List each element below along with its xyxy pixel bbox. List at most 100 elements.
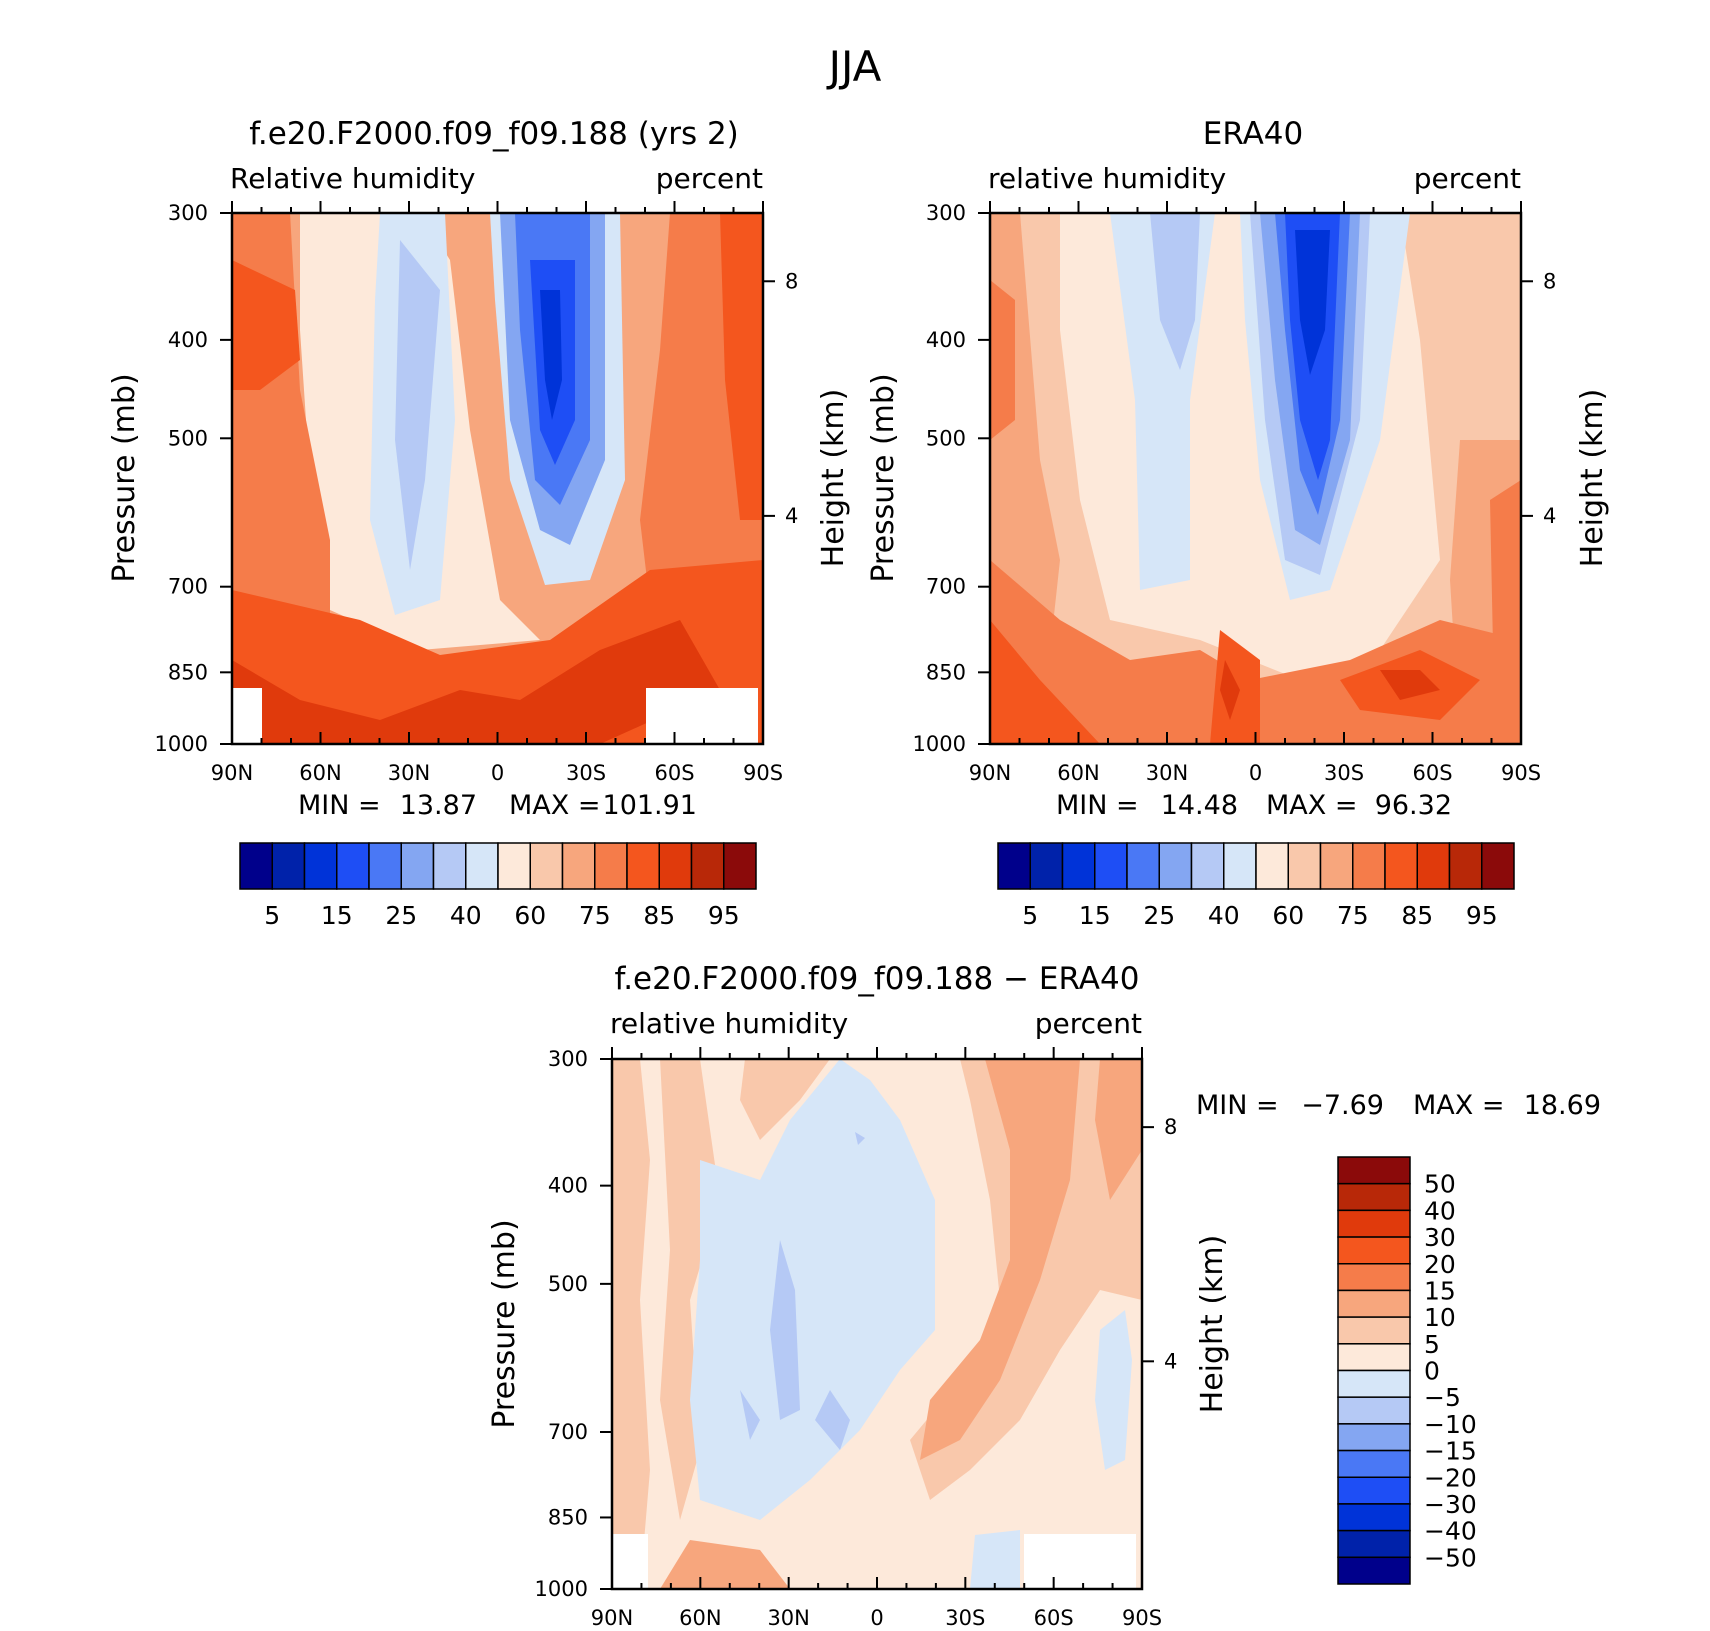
colorbar-swatch [723, 842, 757, 890]
contour-model-sh-red-2 [720, 213, 763, 520]
panel-diff: f.e20.F2000.f09_f09.188 − ERA40 relative… [487, 961, 1601, 1630]
contour-diff-pos-low [660, 1540, 790, 1589]
colorbar-swatch [1337, 1556, 1411, 1585]
colorbar-label: 5 [264, 901, 280, 930]
panel-diff-max-value: 18.69 [1524, 1090, 1601, 1121]
colorbar-swatch [400, 842, 435, 890]
panel-model-colorbar: 5 15 25 40 60 75 85 95 [239, 842, 757, 930]
x-tick-label: 30S [566, 761, 606, 785]
contour-diff-pos-upper [740, 1059, 830, 1140]
colorbar-swatch [1337, 1156, 1411, 1185]
contour-diff-pos-nh [612, 1059, 650, 1589]
colorbar-swatch [465, 842, 499, 890]
panel-diff-axes: 90N 60N 30N 0 30S 60S 90S 300 400 500 700 850 1000 8 4 [535, 1047, 1177, 1630]
x-tick-label: 90N [211, 761, 253, 785]
x-tick-label: 60S [654, 761, 694, 785]
x-tick-label: 30S [945, 1606, 985, 1630]
colorbar-label: 30 [1424, 1223, 1456, 1252]
panel-obs-max-label: MAX = [1266, 790, 1357, 821]
x-tick-label: 60S [1412, 761, 1452, 785]
colorbar-label: 20 [1424, 1250, 1456, 1279]
colorbar-label: 15 [1424, 1276, 1456, 1305]
contour-diff-pos-sh-2 [920, 1059, 1080, 1460]
panel-model: f.e20.F2000.f09_f09.188 (yrs 2) Relative… [107, 116, 851, 930]
colorbar-label: 95 [1466, 901, 1498, 930]
contour-obs-nh-red-2 [990, 280, 1015, 440]
colorbar-swatch [626, 842, 660, 890]
y2-tick-label: 8 [1543, 269, 1556, 293]
colorbar-swatch [1061, 842, 1096, 890]
colorbar-swatch [1448, 842, 1483, 890]
colorbar-swatch [1337, 1209, 1411, 1238]
y2-tick-label: 8 [1164, 1115, 1177, 1139]
y-tick-label: 700 [548, 1420, 588, 1444]
colorbar-label: 40 [1208, 901, 1240, 930]
colorbar-label: 75 [1337, 901, 1369, 930]
colorbar-swatch [1337, 1316, 1411, 1345]
colorbar-label: −40 [1424, 1517, 1477, 1546]
colorbar-swatch [594, 842, 628, 890]
panel-model-max-label: MAX = [509, 790, 600, 821]
y-tick-label: 700 [168, 575, 208, 599]
colorbar-swatch [497, 842, 531, 890]
panel-diff-missing-nh [612, 1534, 648, 1589]
colorbar-swatch [1416, 842, 1451, 890]
panel-obs-y2label: Height (km) [1575, 389, 1610, 568]
panel-model-minmax: MIN = 13.87 MAX = 101.91 [298, 790, 697, 821]
colorbar-label: 40 [1424, 1196, 1456, 1225]
colorbar-swatch [1287, 842, 1322, 890]
contour-diff-neg-sh [970, 1310, 1132, 1589]
x-tick-label: 90N [591, 1606, 633, 1630]
colorbar-swatch [1190, 842, 1225, 890]
colorbar-label: −30 [1424, 1490, 1477, 1519]
colorbar-label: −10 [1424, 1410, 1477, 1439]
colorbar-label: 5 [1022, 901, 1038, 930]
contour-obs-blue-6 [1295, 230, 1330, 375]
colorbar-swatch [432, 842, 467, 890]
colorbar-swatch [1337, 1236, 1411, 1265]
y-tick-label: 1000 [535, 1577, 588, 1601]
x-tick-label: 30N [767, 1606, 809, 1630]
colorbar-swatch [1352, 842, 1386, 890]
panel-obs-minmax: MIN = 14.48 MAX = 96.32 [1056, 790, 1452, 821]
panel-model-right-label: percent [656, 162, 763, 195]
contour-model-lowblue-inner [395, 240, 440, 570]
colorbar-swatch [690, 842, 725, 890]
y-tick-label: 500 [548, 1272, 588, 1296]
contour-diff-neg-center [690, 1059, 935, 1520]
panel-obs-min-label: MIN = [1056, 790, 1139, 821]
y-tick-label: 400 [926, 328, 966, 352]
x-tick-label: 90N [969, 761, 1011, 785]
x-tick-label: 90S [1122, 1606, 1162, 1630]
y-tick-label: 300 [168, 201, 208, 225]
y-tick-label: 700 [926, 575, 966, 599]
panel-obs-right-label: percent [1414, 162, 1521, 195]
panel-diff-ylabel: Pressure (mb) [487, 1219, 522, 1428]
colorbar-swatch [1337, 1423, 1411, 1452]
panel-model-min-label: MIN = [298, 790, 381, 821]
panel-model-axes: 90N 60N 30N 0 30S 60S 90S 300 400 500 700 850 1000 8 4 [155, 201, 798, 785]
x-tick-label: 0 [1249, 761, 1262, 785]
panel-model-left-label: Relative humidity [230, 162, 475, 195]
panel-obs-colorbar: 5 15 25 40 60 75 85 95 [997, 842, 1515, 930]
panel-obs-min-value: 14.48 [1161, 790, 1238, 821]
colorbar-swatch [561, 842, 596, 890]
y-tick-label: 300 [926, 201, 966, 225]
contour-obs-lowblue-inner [1150, 213, 1200, 370]
colorbar-swatch [1337, 1369, 1411, 1398]
y2-tick-label: 4 [1543, 504, 1556, 528]
panel-obs-max-value: 96.32 [1375, 790, 1452, 821]
contour-obs-low-band-3 [1220, 660, 1440, 720]
colorbar-label: −20 [1424, 1463, 1477, 1492]
colorbar-swatch [1126, 842, 1160, 890]
panel-diff-title: f.e20.F2000.f09_f09.188 − ERA40 [615, 961, 1140, 997]
panel-model-missing-nh [232, 688, 262, 744]
figure-title: JJA [826, 42, 882, 91]
y-tick-label: 850 [548, 1505, 588, 1529]
y-tick-label: 400 [548, 1174, 588, 1198]
x-tick-label: 60N [299, 761, 341, 785]
panel-model-missing-sh [646, 688, 758, 744]
x-tick-label: 0 [491, 761, 504, 785]
